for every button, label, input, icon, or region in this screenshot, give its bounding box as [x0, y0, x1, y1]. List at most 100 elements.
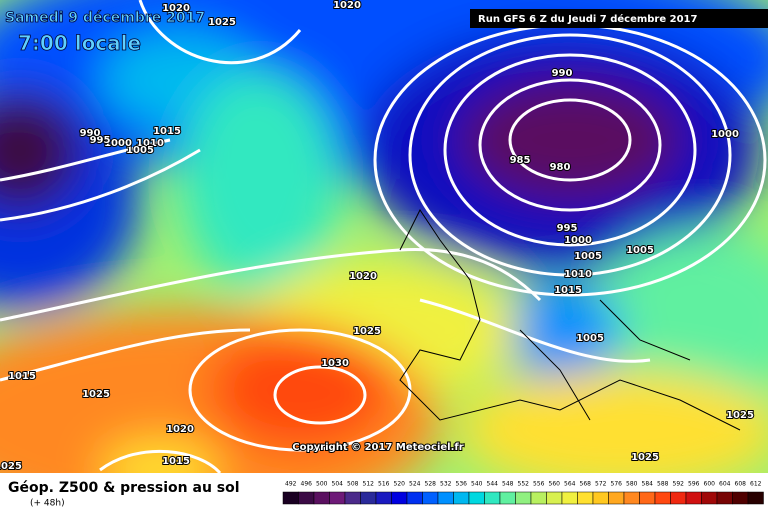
isobar-label: 990 — [80, 128, 101, 139]
scale-label: 532 — [440, 481, 452, 488]
isobar-label: 995 — [90, 135, 111, 146]
scale-label: 520 — [394, 481, 406, 488]
scale-label: 596 — [688, 481, 700, 488]
scale-swatch — [670, 491, 687, 505]
run-info: Run GFS 6 Z du Jeudi 7 décembre 2017 — [478, 13, 698, 25]
isobar-label: 1010 — [564, 269, 592, 280]
isobar-label: 1020 — [333, 0, 361, 11]
time: 7:00 locale — [18, 31, 141, 55]
isobar-label: 1000 — [711, 129, 739, 140]
scale-swatch — [344, 491, 361, 505]
date: Samedi 9 décembre 2017 — [5, 10, 205, 26]
isobar-label: 1025 — [82, 389, 110, 400]
isobar-label: 1010 — [136, 138, 164, 149]
scale-swatch — [422, 491, 439, 505]
isobar-label: 1005 — [574, 251, 602, 262]
scale-swatch — [732, 491, 749, 505]
scale-label: 540 — [471, 481, 483, 488]
scale-swatch — [654, 491, 671, 505]
scale-swatch — [546, 491, 563, 505]
scale-swatch — [437, 491, 454, 505]
isobar-label: 990 — [552, 68, 573, 79]
scale-label: 604 — [719, 481, 731, 488]
isobar-label: 1020 — [162, 3, 190, 14]
scale-swatch — [329, 491, 346, 505]
isobar-label: 1020 — [166, 424, 194, 435]
scale-label: 504 — [332, 481, 344, 488]
scale-label: 572 — [595, 481, 607, 488]
isobar-label: 1015 — [162, 456, 190, 467]
isobar-label: 1020 — [349, 271, 377, 282]
scale-label: 528 — [425, 481, 437, 488]
scale-swatch — [592, 491, 609, 505]
scale-label: 552 — [518, 481, 530, 488]
scale-label: 560 — [549, 481, 561, 488]
scale-label: 536 — [456, 481, 468, 488]
scale-swatch — [391, 491, 408, 505]
scale-label: 500 — [316, 481, 328, 488]
scale-label: 612 — [750, 481, 762, 488]
isobar-label: 1015 — [554, 285, 582, 296]
scale-label: 600 — [704, 481, 716, 488]
scale-label: 548 — [502, 481, 514, 488]
scale-swatch — [577, 491, 594, 505]
isobar-label: 985 — [510, 155, 531, 166]
isobar-label: 1005 — [576, 333, 604, 344]
scale-swatch — [685, 491, 702, 505]
isobar-label: 995 — [557, 223, 578, 234]
scale-swatch — [561, 491, 578, 505]
scale-swatch — [701, 491, 718, 505]
scale-swatch — [468, 491, 485, 505]
isobar-label: 1030 — [321, 358, 349, 369]
isobar-label: 1015 — [8, 371, 36, 382]
scale-swatch — [623, 491, 640, 505]
isobars — [0, 0, 767, 473]
scale-swatch — [484, 491, 501, 505]
scale-swatch — [515, 491, 532, 505]
scale-swatch — [499, 491, 516, 505]
scale-swatch — [313, 491, 330, 505]
isobar-label: 980 — [550, 162, 571, 173]
scale-label: 564 — [564, 481, 576, 488]
isobar-label: 1025 — [353, 326, 381, 337]
scale-swatch — [375, 491, 392, 505]
isobar-label: 1025 — [208, 17, 236, 28]
scale-label: 580 — [626, 481, 638, 488]
scale-swatch — [360, 491, 377, 505]
scale-label: 584 — [642, 481, 654, 488]
run-box — [470, 9, 768, 28]
scale-swatch — [747, 491, 764, 505]
isobar-label: 1000 — [104, 138, 132, 149]
scale-swatch — [608, 491, 625, 505]
scale-swatch — [639, 491, 656, 505]
legend-title: Géop. Z500 & pression au sol — [8, 480, 240, 496]
scale-label: 576 — [611, 481, 623, 488]
isobar-label: 1005 — [626, 245, 654, 256]
lead-time: (+ 48h) — [30, 499, 65, 509]
isobar-label: 1025 — [631, 452, 659, 463]
scale-label: 512 — [363, 481, 375, 488]
scale-label: 492 — [285, 481, 297, 488]
isobar-label: 1005 — [126, 145, 154, 156]
scale-label: 588 — [657, 481, 669, 488]
scale-label: 568 — [580, 481, 592, 488]
scale-swatch — [716, 491, 733, 505]
coastlines — [399, 209, 741, 431]
scale-label: 544 — [487, 481, 499, 488]
scale-swatch — [298, 491, 315, 505]
isobar-label: 1025 — [0, 461, 22, 472]
scale-swatch — [530, 491, 547, 505]
scale-swatch — [282, 491, 299, 505]
scale-label: 496 — [301, 481, 313, 488]
scale-swatch — [406, 491, 423, 505]
copyright: Copyright © 2017 Meteociel.fr — [292, 442, 463, 453]
scale-label: 592 — [673, 481, 685, 488]
isobar-label: 1015 — [153, 126, 181, 137]
scale-label: 524 — [409, 481, 421, 488]
scale-label: 556 — [533, 481, 545, 488]
isobar-label: 1025 — [726, 410, 754, 421]
scale-label: 608 — [735, 481, 747, 488]
